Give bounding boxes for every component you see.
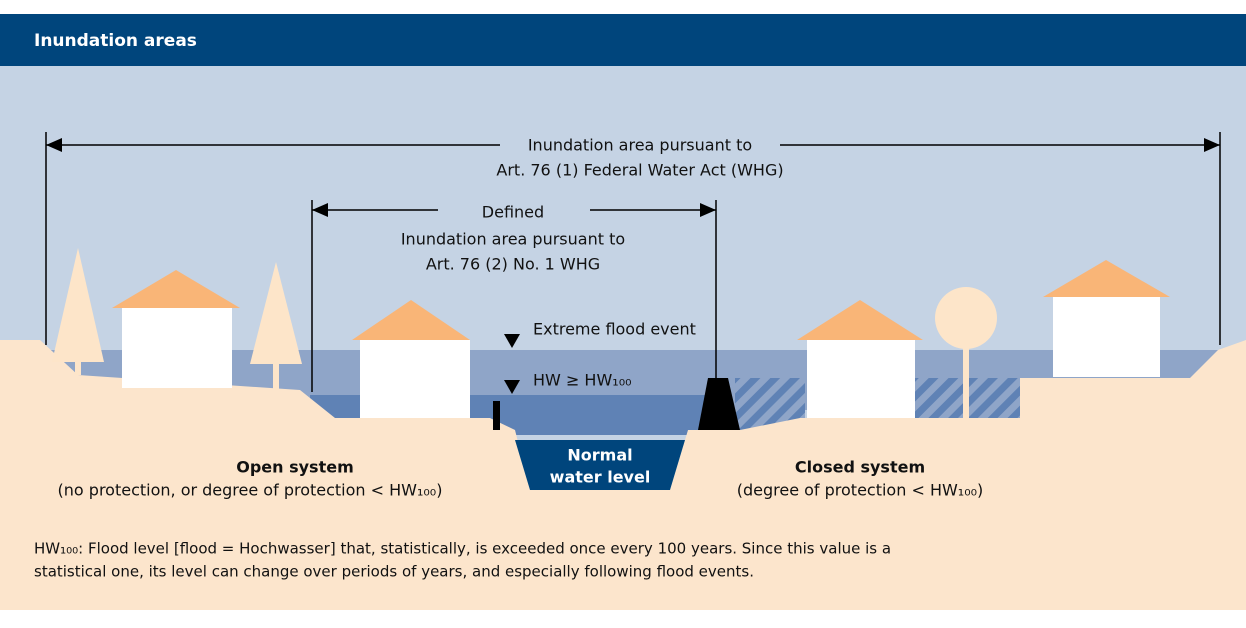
water-label: Normal: [567, 446, 632, 465]
system-note: (no protection, or degree of protection …: [58, 481, 443, 500]
level-label: Extreme flood event: [533, 320, 696, 339]
area-label: Inundation area pursuant to: [528, 136, 752, 155]
area-label: Defined: [482, 203, 544, 222]
water-label: water level: [550, 468, 651, 487]
diagram: Inundation areas Inundation area pursuan…: [0, 0, 1246, 628]
system-note: (degree of protection < HW₁₀₀): [737, 481, 984, 500]
system-title: Closed system: [795, 458, 925, 477]
system-title: Open system: [236, 458, 354, 477]
area-label: Art. 76 (1) Federal Water Act (WHG): [496, 161, 783, 180]
footnote: statistical one, its level can change ov…: [34, 563, 754, 581]
house: [122, 308, 232, 388]
tree: [935, 287, 997, 349]
area-label: Inundation area pursuant to: [401, 230, 625, 249]
tree-trunk: [963, 340, 969, 420]
wall: [493, 401, 500, 430]
area-label: Art. 76 (2) No. 1 WHG: [426, 255, 600, 274]
bottom-margin: [0, 610, 1246, 628]
house: [1053, 297, 1160, 377]
footnote: HW₁₀₀: Flood level [flood = Hochwasser] …: [34, 540, 891, 558]
level-label: HW ≥ HW₁₀₀: [533, 371, 632, 390]
header-title: Inundation areas: [34, 31, 197, 51]
page: Inundation areas Inundation area pursuan…: [0, 0, 1246, 628]
house: [360, 340, 470, 418]
house: [807, 340, 915, 418]
